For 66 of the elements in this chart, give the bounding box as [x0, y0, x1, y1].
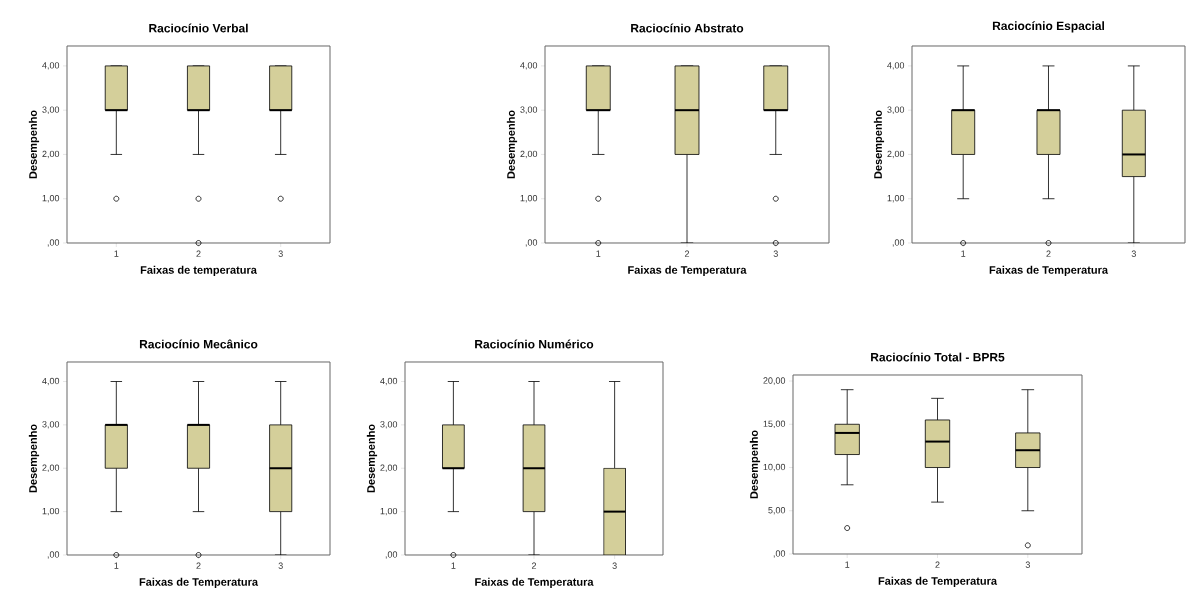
- y-tick-label: 4,00: [887, 62, 905, 70]
- y-tick-label: 2,00: [42, 464, 60, 472]
- y-axis-title: Desempenho: [28, 424, 40, 493]
- x-tick-label: 2: [935, 561, 940, 568]
- y-axis-title: Desempenho: [749, 430, 761, 499]
- x-tick-label: 2: [196, 250, 201, 257]
- y-tick-label: 20,00: [763, 377, 786, 385]
- chart-title: Raciocínio Abstrato: [631, 23, 744, 33]
- y-tick-label: 4,00: [42, 62, 60, 70]
- y-tick-label: ,00: [385, 551, 398, 559]
- y-tick-label: 15,00: [763, 420, 786, 428]
- y-tick-label: 1,00: [380, 507, 398, 516]
- y-tick-label: 4,00: [520, 62, 538, 70]
- y-tick-label: 2,00: [887, 150, 905, 159]
- chart-title: Raciocínio Mecânico: [139, 339, 258, 349]
- x-tick-label: 1: [451, 562, 456, 569]
- y-tick-label: 5,00: [768, 507, 786, 515]
- x-axis-title: Faixas de Temperatura: [989, 265, 1109, 276]
- x-tick-label: 2: [531, 562, 537, 569]
- chart-title: Raciocínio Verbal: [149, 23, 248, 33]
- y-tick-label: 1,00: [887, 195, 905, 203]
- y-tick-label: 3,00: [380, 421, 398, 429]
- y-axis-title: Desempenho: [506, 110, 518, 179]
- x-tick-label: 2: [1046, 250, 1051, 257]
- y-tick-label: 2,00: [520, 150, 538, 159]
- y-tick-label: ,00: [773, 550, 786, 558]
- y-tick-label: 2,00: [42, 150, 60, 159]
- x-tick-label: 1: [845, 561, 850, 568]
- y-tick-label: 10,00: [763, 463, 786, 472]
- x-tick-label: 3: [612, 562, 617, 569]
- y-axis-title: Desempenho: [28, 110, 40, 179]
- x-tick-label: 1: [114, 562, 119, 569]
- x-tick-label: 3: [1131, 250, 1136, 257]
- x-axis-title: Faixas de Temperatura: [628, 265, 747, 276]
- x-tick-label: 1: [114, 250, 119, 257]
- y-tick-label: ,00: [525, 239, 538, 247]
- x-tick-label: 3: [278, 562, 283, 569]
- y-tick-label: 2,00: [380, 464, 398, 472]
- y-tick-label: ,00: [47, 551, 60, 559]
- y-tick-label: ,00: [892, 239, 905, 247]
- x-tick-label: 2: [684, 250, 690, 257]
- x-tick-label: 3: [278, 250, 283, 257]
- y-tick-label: 3,00: [887, 106, 905, 114]
- x-tick-label: 2: [196, 562, 201, 569]
- x-axis-title: Faixas de temperatura: [140, 265, 257, 276]
- x-axis-title: Faixas de Temperatura: [475, 577, 594, 588]
- x-tick-label: 3: [773, 250, 778, 257]
- chart-title: Raciocínio Espacial: [992, 21, 1104, 33]
- y-tick-label: 4,00: [380, 377, 398, 386]
- x-tick-label: 1: [596, 250, 601, 257]
- x-tick-label: 1: [961, 250, 966, 257]
- chart-title: Raciocínio Total - BPR5: [871, 352, 1005, 362]
- y-axis-title: Desempenho: [366, 424, 378, 493]
- y-tick-label: ,00: [47, 239, 60, 247]
- x-tick-label: 3: [1025, 561, 1030, 568]
- y-tick-label: 1,00: [42, 195, 60, 203]
- y-tick-label: 3,00: [42, 421, 60, 429]
- y-tick-label: 4,00: [42, 377, 60, 386]
- y-tick-label: 1,00: [42, 507, 60, 516]
- y-tick-label: 1,00: [520, 195, 538, 203]
- y-tick-label: 3,00: [42, 106, 60, 114]
- x-axis-title: Faixas de Temperatura: [878, 576, 998, 587]
- x-axis-title: Faixas de Temperatura: [139, 577, 259, 588]
- chart-title: Raciocínio Numérico: [475, 339, 594, 349]
- y-tick-label: 3,00: [520, 106, 538, 114]
- y-axis-title: Desempenho: [873, 110, 885, 179]
